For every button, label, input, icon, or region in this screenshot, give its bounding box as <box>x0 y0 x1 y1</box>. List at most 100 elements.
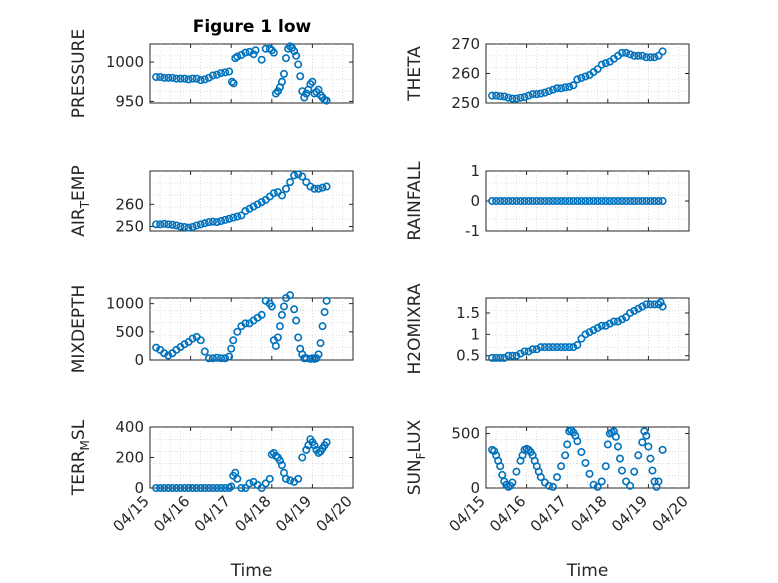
data-point <box>577 448 586 457</box>
data-point <box>648 466 657 475</box>
data-point <box>241 483 250 492</box>
data-point <box>654 51 663 60</box>
data-point <box>593 65 602 74</box>
data-point <box>601 197 610 206</box>
data-point <box>512 94 521 103</box>
data-point <box>569 343 578 352</box>
x-tick-label: 04/20 <box>649 492 692 535</box>
data-point <box>496 197 505 206</box>
data-point <box>164 483 173 492</box>
data-point <box>585 469 594 478</box>
data-point <box>544 87 553 96</box>
data-point <box>180 483 189 492</box>
chart-panel-pressure: 950 1000 PRESSURE <box>69 29 354 118</box>
data-point <box>237 211 246 220</box>
data-point <box>573 75 582 84</box>
data-point <box>622 48 631 57</box>
data-point <box>160 349 169 358</box>
data-point <box>261 479 270 488</box>
data-point <box>553 343 562 352</box>
data-point <box>496 462 505 471</box>
data-point <box>597 197 606 206</box>
data-point <box>540 343 549 352</box>
data-point <box>589 480 598 489</box>
data-point <box>613 317 622 326</box>
data-point <box>196 76 205 85</box>
chart-panel-mixdepth: 0 500 1000 MIXDEPTH <box>69 285 354 373</box>
data-point <box>306 182 315 191</box>
data-point <box>548 85 557 94</box>
data-point <box>593 482 602 491</box>
data-point <box>314 184 323 193</box>
data-point <box>532 90 541 99</box>
y-tick-label: 250 <box>115 218 144 236</box>
data-point <box>573 197 582 206</box>
data-point <box>490 446 499 455</box>
y-tick-label: 1000 <box>106 53 144 71</box>
data-point <box>634 51 643 60</box>
data-point <box>597 60 606 69</box>
data-point <box>609 197 618 206</box>
data-point <box>658 197 667 206</box>
data-point <box>634 197 643 206</box>
data-point <box>282 184 291 193</box>
data-point <box>277 77 286 86</box>
data-point <box>601 321 610 330</box>
y-tick-label: 200 <box>115 449 144 467</box>
x-tick-label: 04/18 <box>567 492 610 535</box>
y-axis-label: AIRTEMP <box>69 165 92 236</box>
data-point <box>654 300 663 309</box>
data-point <box>520 93 529 102</box>
data-point <box>217 354 226 363</box>
data-point <box>233 327 242 336</box>
data-point <box>597 477 606 486</box>
data-point <box>196 336 205 345</box>
data-point <box>156 483 165 492</box>
data-point <box>176 74 185 83</box>
x-tick-label: 04/19 <box>272 492 315 535</box>
data-point <box>577 73 586 82</box>
data-point <box>496 353 505 362</box>
data-point <box>615 454 624 463</box>
chart-panel-theta: 250 260 270 THETA <box>405 35 690 112</box>
data-point <box>286 476 295 485</box>
data-point <box>658 445 667 454</box>
data-point <box>492 197 501 206</box>
data-point <box>229 336 238 345</box>
data-point <box>176 222 185 231</box>
data-point <box>225 352 234 361</box>
y-tick-label: 270 <box>451 35 480 53</box>
data-point <box>622 197 631 206</box>
data-point <box>237 483 246 492</box>
data-point <box>249 50 258 59</box>
data-point <box>160 73 169 82</box>
y-tick-label: 0 <box>470 192 480 210</box>
data-point <box>188 334 197 343</box>
data-point <box>217 217 226 226</box>
x-tick-label: 04/20 <box>313 492 356 535</box>
data-point <box>622 477 631 486</box>
data-point <box>544 343 553 352</box>
data-point <box>569 81 578 90</box>
data-point <box>200 347 209 356</box>
data-point <box>524 347 533 356</box>
data-point <box>540 88 549 97</box>
data-point <box>536 343 545 352</box>
data-point <box>613 442 622 451</box>
data-point <box>208 354 217 363</box>
data-point <box>290 171 299 180</box>
data-point <box>227 344 236 353</box>
data-point <box>233 212 242 221</box>
data-point <box>516 93 525 102</box>
data-point <box>581 458 590 467</box>
x-axis-label: Time <box>566 561 609 581</box>
data-point <box>638 302 647 311</box>
data-point <box>245 479 254 488</box>
data-point <box>310 184 319 193</box>
data-point <box>642 300 651 309</box>
data-point <box>504 93 513 102</box>
y-axis-label: RAINFALL <box>405 161 425 241</box>
y-tick-label: 400 <box>115 418 144 436</box>
data-point <box>156 220 165 229</box>
data-point <box>638 51 647 60</box>
